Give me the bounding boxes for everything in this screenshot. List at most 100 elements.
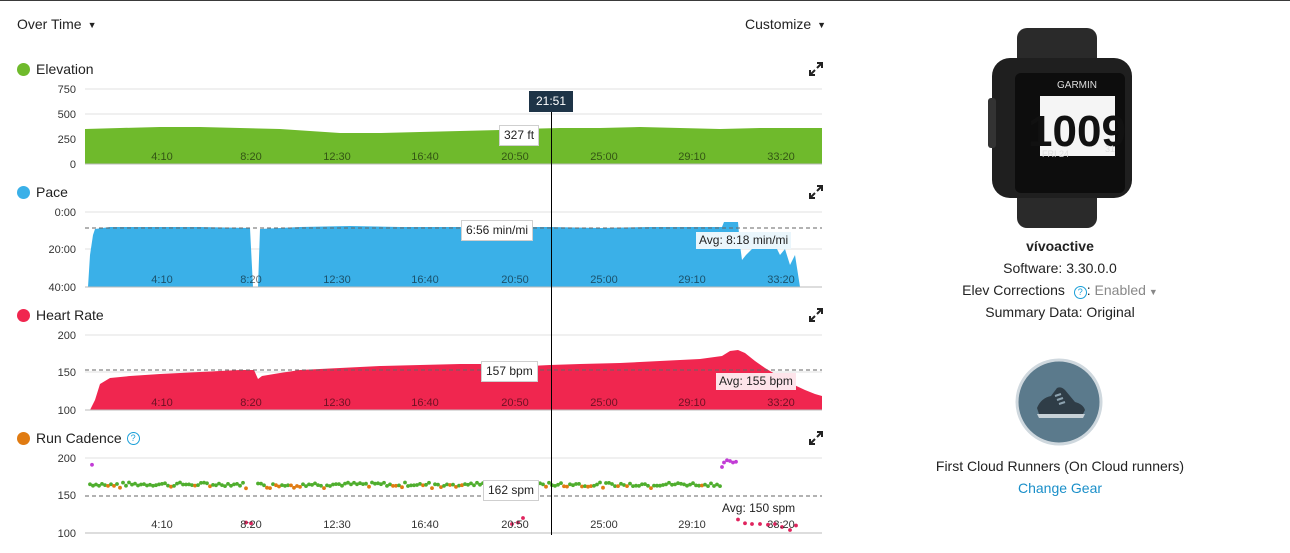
cadence-point bbox=[304, 484, 308, 488]
cadence-point bbox=[658, 483, 662, 488]
pace-chart[interactable]: 0:00 20:00 40:00 4:10 8:20 12:30 16:40 2… bbox=[0, 205, 830, 295]
x-tick: 33:20 bbox=[767, 151, 795, 163]
cadence-point bbox=[265, 485, 269, 490]
cadence-point bbox=[175, 481, 179, 486]
caret-down-icon: ▼ bbox=[1148, 287, 1158, 297]
customize-label: Customize bbox=[745, 16, 812, 32]
cadence-point bbox=[516, 520, 520, 525]
cadence-point bbox=[460, 483, 464, 488]
cadence-point bbox=[298, 485, 302, 489]
cadence-point bbox=[130, 482, 134, 487]
cadence-point bbox=[418, 482, 422, 486]
cadence-point bbox=[238, 483, 242, 488]
cadence-point bbox=[436, 482, 440, 487]
expand-icon[interactable] bbox=[808, 61, 824, 77]
elev-corrections-value[interactable]: Enabled bbox=[1094, 282, 1146, 298]
cadence-point bbox=[127, 480, 131, 485]
cadence-point bbox=[310, 483, 314, 487]
expand-icon[interactable] bbox=[808, 430, 824, 446]
cadence-point bbox=[728, 459, 732, 463]
x-tick: 12:30 bbox=[323, 519, 351, 531]
cadence-point bbox=[193, 483, 197, 488]
cadence-point bbox=[664, 482, 668, 487]
run-cadence-chart[interactable]: 200 150 100 4:10 8:20 12:30 16:40 20:50 … bbox=[0, 451, 830, 541]
cadence-point bbox=[577, 482, 581, 486]
pace-area bbox=[88, 222, 800, 287]
y-tick: 0:00 bbox=[55, 207, 76, 219]
cadence-point bbox=[358, 481, 362, 486]
cadence-point bbox=[133, 481, 137, 486]
cadence-point bbox=[670, 482, 674, 487]
cadence-point bbox=[613, 484, 617, 488]
device-software: Software: 3.30.0.0 bbox=[1003, 260, 1117, 276]
cadence-point bbox=[373, 481, 377, 486]
help-icon[interactable]: ? bbox=[1073, 286, 1087, 299]
x-tick: 20:50 bbox=[501, 519, 529, 531]
cadence-point bbox=[655, 483, 659, 488]
cadence-point bbox=[469, 481, 473, 486]
cadence-point bbox=[328, 484, 332, 488]
cadence-point bbox=[731, 460, 735, 465]
cadence-point bbox=[256, 481, 260, 486]
caret-down-icon: ▼ bbox=[87, 20, 97, 30]
run-cadence-title: Run Cadence bbox=[36, 430, 122, 446]
cadence-point bbox=[574, 482, 578, 486]
pace-legend-dot bbox=[17, 185, 30, 199]
change-gear-link[interactable]: Change Gear bbox=[1017, 480, 1103, 496]
cadence-point bbox=[451, 482, 455, 487]
cadence-point bbox=[202, 480, 206, 485]
time-cursor-line[interactable] bbox=[551, 112, 552, 535]
cadence-point bbox=[766, 522, 770, 527]
run-cadence-header: Run Cadence ? bbox=[17, 430, 140, 446]
cadence-point bbox=[409, 483, 413, 488]
cadence-point bbox=[391, 484, 395, 488]
view-dropdown[interactable]: Over Time ▼ bbox=[17, 16, 97, 32]
cadence-point bbox=[364, 481, 368, 486]
cadence-point bbox=[788, 528, 792, 532]
cadence-point bbox=[463, 482, 467, 486]
elev-corrections-label: Elev Corrections bbox=[962, 282, 1065, 298]
cadence-point bbox=[322, 486, 326, 490]
cadence-point bbox=[268, 486, 272, 490]
cadence-point bbox=[181, 482, 185, 487]
cadence-point bbox=[625, 484, 629, 488]
cadence-point bbox=[325, 483, 329, 488]
elevation-chart[interactable]: 750 500 250 0 4:10 8:20 12:30 16:40 20:5… bbox=[0, 82, 830, 172]
heart-rate-chart[interactable]: 200 150 100 4:10 8:20 12:30 16:40 20:50 … bbox=[0, 328, 830, 418]
cadence-point bbox=[223, 484, 227, 488]
x-tick: 4:10 bbox=[151, 151, 172, 163]
cadence-point bbox=[652, 483, 656, 488]
cadence-point bbox=[562, 484, 566, 489]
expand-icon[interactable] bbox=[808, 184, 824, 200]
cadence-point bbox=[148, 482, 152, 487]
cadence-point bbox=[442, 484, 446, 488]
customize-dropdown[interactable]: Customize ▼ bbox=[745, 16, 826, 32]
cadence-point bbox=[758, 522, 762, 526]
cadence-point bbox=[610, 482, 614, 486]
cadence-point bbox=[637, 484, 641, 488]
cadence-point bbox=[725, 458, 729, 463]
help-icon[interactable]: ? bbox=[126, 431, 140, 445]
cadence-point bbox=[337, 482, 341, 486]
cadence-point bbox=[694, 483, 698, 488]
cadence-point bbox=[631, 484, 635, 488]
shoe-icon bbox=[1015, 358, 1103, 446]
cadence-point bbox=[580, 484, 584, 489]
cadence-point bbox=[136, 483, 140, 488]
cadence-point bbox=[235, 482, 239, 486]
cadence-point bbox=[604, 481, 608, 485]
cadence-point bbox=[343, 481, 347, 486]
expand-icon[interactable] bbox=[808, 307, 824, 323]
cadence-point bbox=[703, 482, 707, 487]
cadence-point bbox=[346, 480, 350, 485]
cadence-point bbox=[589, 484, 593, 488]
cadence-point bbox=[722, 460, 726, 465]
cadence-point bbox=[124, 483, 128, 488]
cadence-point bbox=[97, 483, 101, 488]
cadence-point bbox=[697, 483, 701, 488]
elevation-tooltip: 327 ft bbox=[499, 125, 540, 146]
cadence-point bbox=[571, 483, 575, 488]
cadence-point bbox=[541, 482, 545, 487]
cadence-point bbox=[172, 484, 176, 488]
cadence-point bbox=[103, 483, 107, 487]
